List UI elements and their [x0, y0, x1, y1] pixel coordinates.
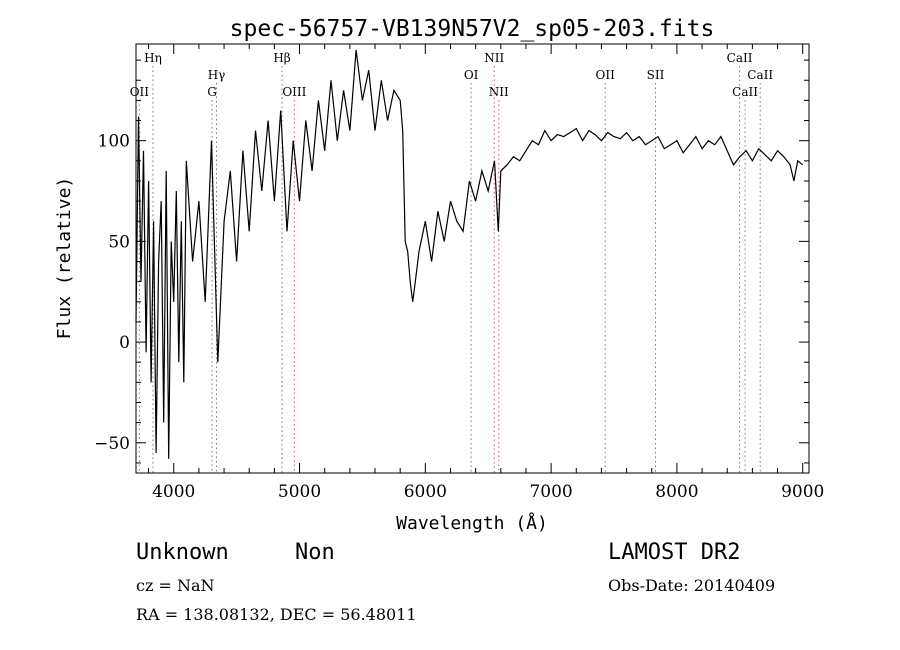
line-marker-label: OII: [130, 85, 150, 99]
line-marker-label: OII: [596, 68, 616, 82]
chart-title: spec-56757-VB139N57V2_sp05-203.fits: [230, 16, 715, 42]
line-marker-label: CaII: [747, 68, 773, 82]
redshift-label: cz = NaN: [136, 576, 215, 595]
x-tick-label: 9000: [781, 482, 824, 502]
line-marker-label: OIII: [282, 85, 306, 99]
line-marker-label: G: [207, 85, 217, 99]
line-marker-label: SII: [647, 68, 665, 82]
x-tick-label: 6000: [404, 482, 447, 502]
line-marker-label: Hβ: [273, 51, 290, 65]
object-class: Unknown: [136, 540, 229, 565]
line-marker-label: CaII: [732, 85, 758, 99]
spectral-line-markers: Hη OII Hγ G Hβ OIII NII OI NII OII SII CaII CaII CaII: [130, 51, 773, 473]
x-tick-label: 4000: [152, 482, 195, 502]
y-tick-label: 100: [98, 132, 130, 152]
x-tick-label: 8000: [655, 482, 698, 502]
line-marker-label: NII: [489, 85, 509, 99]
axis-ticks: 4000 5000 6000 7000 8000 9000 −50 0 50 100: [94, 44, 824, 502]
y-tick-label: 0: [119, 333, 130, 353]
y-axis-title: Flux (relative): [54, 177, 75, 340]
x-tick-label: 5000: [278, 482, 321, 502]
spectrum-line: [135, 49, 804, 459]
line-marker-label: OI: [464, 68, 479, 82]
line-marker-label: Hη: [144, 51, 162, 65]
plot-frame: [135, 43, 810, 474]
y-tick-label: −50: [94, 434, 130, 454]
line-marker-label: Hγ: [208, 68, 226, 82]
line-marker-label: CaII: [727, 51, 753, 65]
x-tick-label: 7000: [529, 482, 572, 502]
obs-date: Obs-Date: 20140409: [608, 576, 776, 595]
survey-label: LAMOST DR2: [608, 540, 741, 565]
coordinates: RA = 138.08132, DEC = 56.48011: [136, 605, 417, 624]
y-tick-label: 50: [108, 232, 130, 252]
object-subclass: Non: [295, 540, 335, 565]
x-axis-title: Wavelength (Å): [396, 512, 548, 534]
line-marker-label: NII: [484, 51, 504, 65]
